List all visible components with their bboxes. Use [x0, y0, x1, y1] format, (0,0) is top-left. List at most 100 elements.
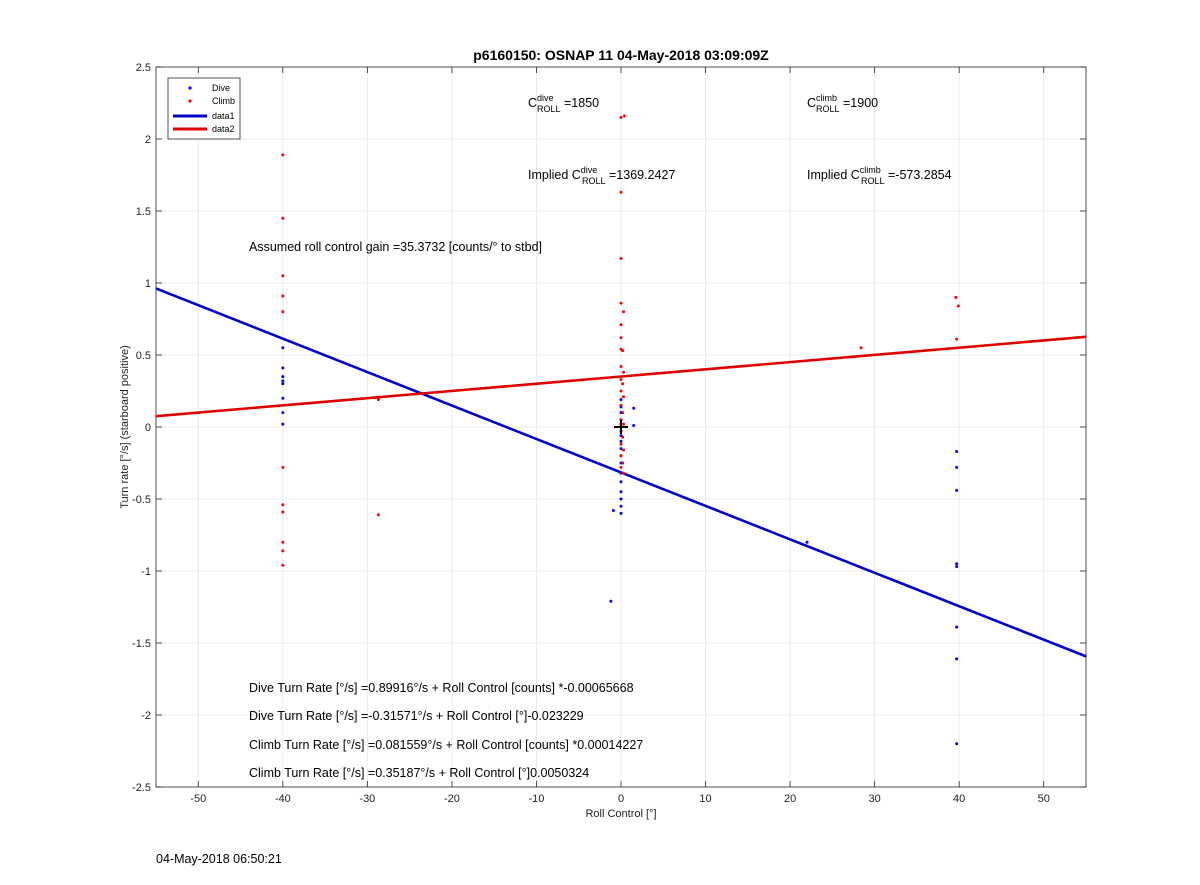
- implied-c-roll-dive-sub: ROLL: [582, 176, 606, 186]
- climb-point: [954, 295, 958, 299]
- dive-point: [955, 488, 959, 492]
- dive-point: [955, 449, 959, 453]
- y-tick-label: 0: [145, 422, 151, 434]
- dive-point: [955, 465, 959, 469]
- climb-point: [376, 513, 380, 517]
- climb-point: [956, 304, 960, 308]
- climb-point: [281, 274, 285, 278]
- dive-point: [281, 379, 285, 383]
- climb-point: [859, 346, 863, 350]
- implied-c-roll-climb-annotation: Implied Cclimb ROLL =-573.2854: [807, 165, 952, 186]
- x-tick-label: -50: [190, 793, 206, 805]
- y-tick-label: 2.5: [136, 62, 151, 74]
- x-tick-label: 50: [1038, 793, 1050, 805]
- x-tick-label: 10: [699, 793, 711, 805]
- implied-c-roll-dive-sup: dive: [581, 165, 598, 175]
- dive-point: [619, 480, 623, 484]
- dive-point: [955, 565, 959, 569]
- x-tick-label: 30: [869, 793, 881, 805]
- dive-point: [281, 422, 285, 426]
- y-tick-label: 2: [145, 134, 151, 146]
- dive-point: [632, 406, 636, 410]
- implied-c-roll-climb-prefix: Implied C: [807, 168, 860, 182]
- dive-point: [619, 490, 623, 494]
- climb-point: [281, 153, 285, 157]
- dive-point: [619, 439, 623, 443]
- legend-dive-marker: [188, 86, 192, 90]
- climb-equation-degrees: Climb Turn Rate [°/s] =0.35187°/s + Roll…: [249, 766, 589, 780]
- climb-point: [955, 337, 959, 341]
- data2-fit-line: [155, 335, 1087, 418]
- x-tick-label: 20: [784, 793, 796, 805]
- climb-point: [619, 336, 623, 340]
- dive-point: [955, 625, 959, 629]
- climb-point: [281, 563, 285, 567]
- roll-control-gain-annotation: Assumed roll control gain =35.3732 [coun…: [249, 240, 542, 254]
- timestamp: 04-May-2018 06:50:21: [156, 852, 282, 866]
- climb-point: [619, 323, 623, 327]
- climb-point: [281, 465, 285, 469]
- x-tick-label: -30: [359, 793, 375, 805]
- dive-point: [805, 540, 809, 544]
- c-roll-climb-annotation: Cclimb ROLL =1900: [807, 93, 878, 114]
- implied-c-roll-climb-sup: climb: [860, 165, 881, 175]
- climb-point: [619, 301, 623, 305]
- dive-point: [632, 424, 636, 428]
- x-tick-label: -20: [444, 793, 460, 805]
- axis-ticks: -50 -40 -30 -20 -10 0 10 20 30 40 50-2.5-2-1.5-1-0…: [132, 62, 1086, 805]
- implied-c-roll-climb-value: =-573.2854: [885, 168, 952, 182]
- dive-point: [281, 346, 285, 350]
- climb-point: [281, 510, 285, 514]
- x-tick-label: -40: [275, 793, 291, 805]
- x-tick-label: 40: [953, 793, 965, 805]
- y-tick-label: -0.5: [132, 494, 151, 506]
- implied-c-roll-dive-prefix: Implied C: [528, 168, 581, 182]
- climb-point: [622, 448, 626, 452]
- climb-point: [619, 465, 623, 469]
- climb-point: [622, 370, 626, 374]
- x-tick-label: 0: [618, 793, 624, 805]
- c-roll-dive-sup: dive: [537, 93, 554, 103]
- climb-point: [622, 114, 626, 118]
- climb-point: [619, 190, 623, 194]
- dive-point: [619, 497, 623, 501]
- dive-point: [955, 562, 959, 566]
- x-axis-label: Roll Control [°]: [585, 808, 656, 820]
- climb-equation-counts: Climb Turn Rate [°/s] =0.081559°/s + Rol…: [249, 738, 643, 752]
- dive-point: [281, 375, 285, 379]
- legend-data1-label: data1: [212, 111, 235, 121]
- climb-point: [622, 310, 626, 314]
- climb-point: [621, 461, 625, 465]
- y-tick-label: -1.5: [132, 638, 151, 650]
- y-tick-label: 0.5: [136, 350, 151, 362]
- c-roll-climb-sup: climb: [816, 93, 837, 103]
- dive-equation-degrees: Dive Turn Rate [°/s] =-0.31571°/s + Roll…: [249, 709, 584, 723]
- climb-point: [376, 398, 380, 402]
- c-roll-climb-prefix: C: [807, 96, 816, 110]
- climb-point: [621, 411, 625, 415]
- climb-point: [281, 549, 285, 553]
- x-tick-label: -10: [529, 793, 545, 805]
- climb-point: [619, 442, 623, 446]
- climb-point: [622, 395, 626, 399]
- c-roll-dive-value: =1850: [561, 96, 600, 110]
- y-tick-label: -2.5: [132, 782, 151, 794]
- climb-point: [619, 377, 623, 381]
- y-tick-label: -1: [141, 566, 151, 578]
- dive-point: [955, 657, 959, 661]
- dive-point: [619, 504, 623, 508]
- dive-point: [955, 742, 959, 746]
- y-tick-label: -2: [141, 710, 151, 722]
- c-roll-dive-sub: ROLL: [537, 104, 561, 114]
- dive-point: [619, 447, 623, 451]
- climb-point: [281, 503, 285, 507]
- dive-point: [611, 509, 615, 513]
- climb-point: [622, 422, 626, 426]
- legend-climb-label: Climb: [212, 96, 235, 106]
- y-axis-label: Turn rate [°/s] (starboard positive): [119, 345, 131, 509]
- climb-point: [621, 382, 625, 386]
- y-tick-label: 1.5: [136, 206, 151, 218]
- climb-point: [621, 435, 625, 439]
- climb-point: [619, 115, 623, 119]
